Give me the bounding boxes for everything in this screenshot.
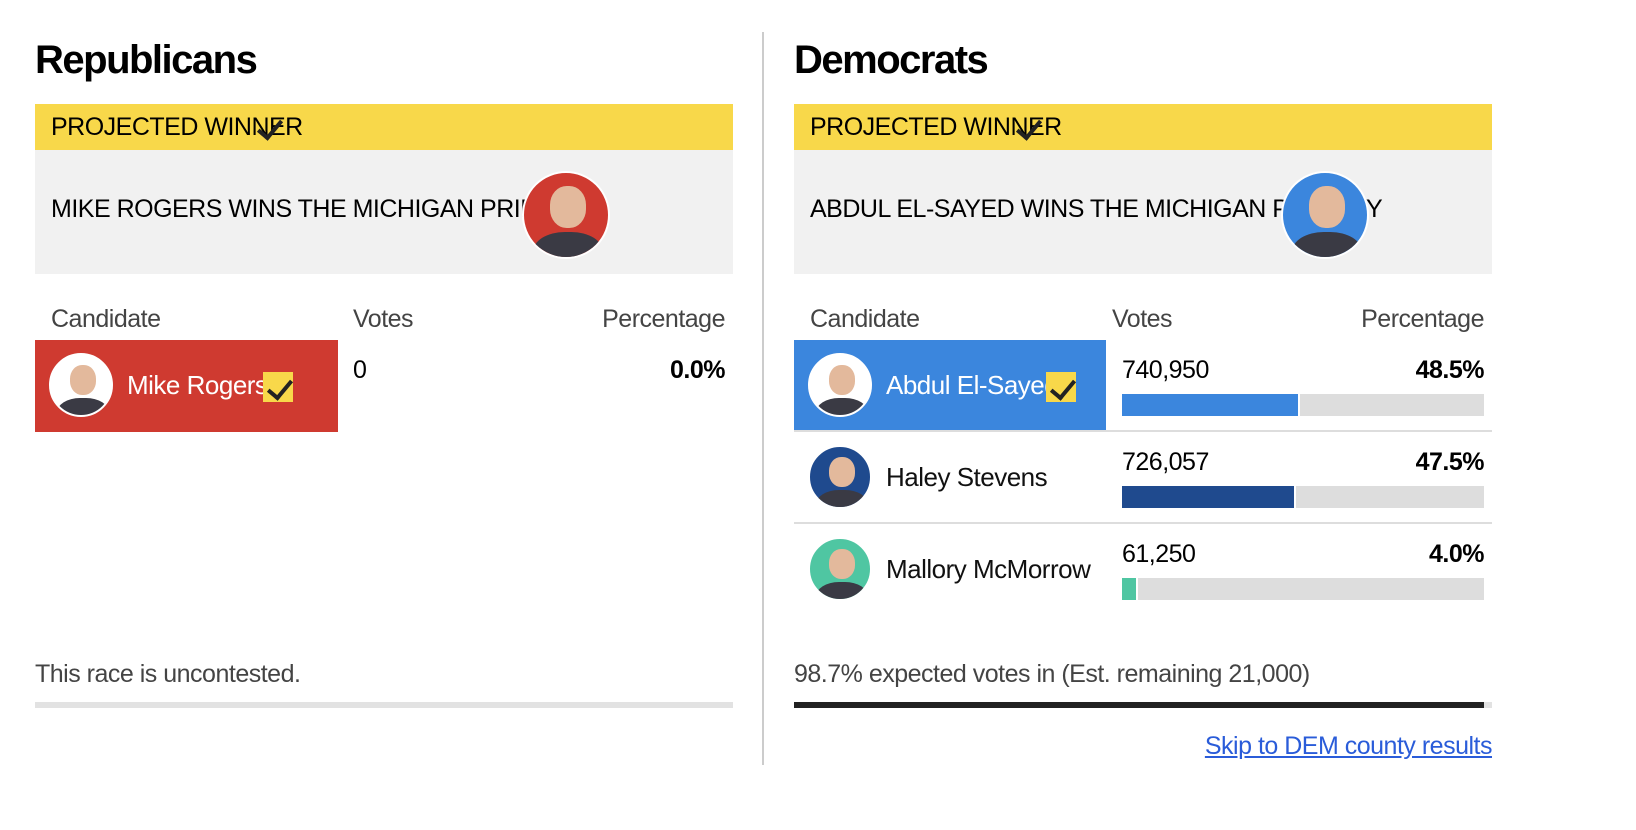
candidate-photo <box>49 353 113 417</box>
winner-photo <box>1281 171 1369 259</box>
column-header: Percentage <box>1361 305 1484 333</box>
panel-title: Republicans <box>35 38 258 82</box>
percentage: 47.5% <box>1415 448 1485 476</box>
votes: 61,250 <box>1122 540 1196 568</box>
candidate-name: Mike Rogers <box>127 370 268 400</box>
progress-fill <box>794 702 1484 708</box>
avatar-body <box>1291 232 1363 257</box>
footer-text: 98.7% expected votes in (Est. remaining … <box>794 660 1310 688</box>
avatar-body <box>816 398 868 415</box>
avatar-body <box>532 232 604 257</box>
winner-photo <box>522 171 610 259</box>
progress-track <box>35 702 733 708</box>
avatar-head <box>1308 186 1346 228</box>
banner <box>35 104 733 150</box>
column-header: Votes <box>353 305 414 333</box>
candidate-name: Abdul El-Sayed <box>886 370 1059 400</box>
banner-label: PROJECTED WINNER <box>810 113 1062 141</box>
banner-label: PROJECTED WINNER <box>51 113 303 141</box>
bar <box>1122 486 1296 508</box>
candidate-photo <box>808 537 872 601</box>
avatar-body <box>816 490 868 507</box>
candidate-photo <box>808 353 872 417</box>
avatar-head <box>828 548 856 579</box>
footer-text: This race is uncontested. <box>35 660 301 688</box>
column-header: Votes <box>1112 305 1173 333</box>
panel-title: Democrats <box>794 38 989 82</box>
avatar-head <box>828 364 856 395</box>
bar-track <box>1122 578 1484 600</box>
votes: 740,950 <box>1122 356 1209 384</box>
headline-box <box>794 150 1492 274</box>
votes: 726,057 <box>1122 448 1209 476</box>
votes: 0 <box>353 356 367 384</box>
candidate-name: Mallory McMorrow <box>886 554 1091 584</box>
row-separator <box>794 522 1492 524</box>
avatar-head <box>69 364 97 395</box>
column-header: Candidate <box>810 305 920 333</box>
avatar-body <box>57 398 109 415</box>
winner-check-box <box>1046 372 1076 402</box>
column-header: Percentage <box>602 305 725 333</box>
avatar-body <box>816 582 868 599</box>
candidate-name: Haley Stevens <box>886 462 1048 492</box>
winner-check-box <box>263 372 293 402</box>
headline: MIKE ROGERS WINS THE MICHIGAN PRIMARY <box>51 195 590 223</box>
headline-box <box>35 150 733 274</box>
county-link[interactable]: Skip to DEM county results <box>1204 732 1493 760</box>
percentage: 4.0% <box>1429 540 1484 568</box>
bar <box>1122 394 1300 416</box>
candidate-photo <box>808 445 872 509</box>
avatar-head <box>549 186 587 228</box>
percentage: 0.0% <box>670 356 725 384</box>
row-separator <box>794 430 1492 432</box>
bar <box>1122 578 1139 600</box>
percentage: 48.5% <box>1415 356 1485 384</box>
column-header: Candidate <box>51 305 161 333</box>
divider <box>762 32 764 765</box>
avatar-head <box>828 456 856 487</box>
banner <box>794 104 1492 150</box>
